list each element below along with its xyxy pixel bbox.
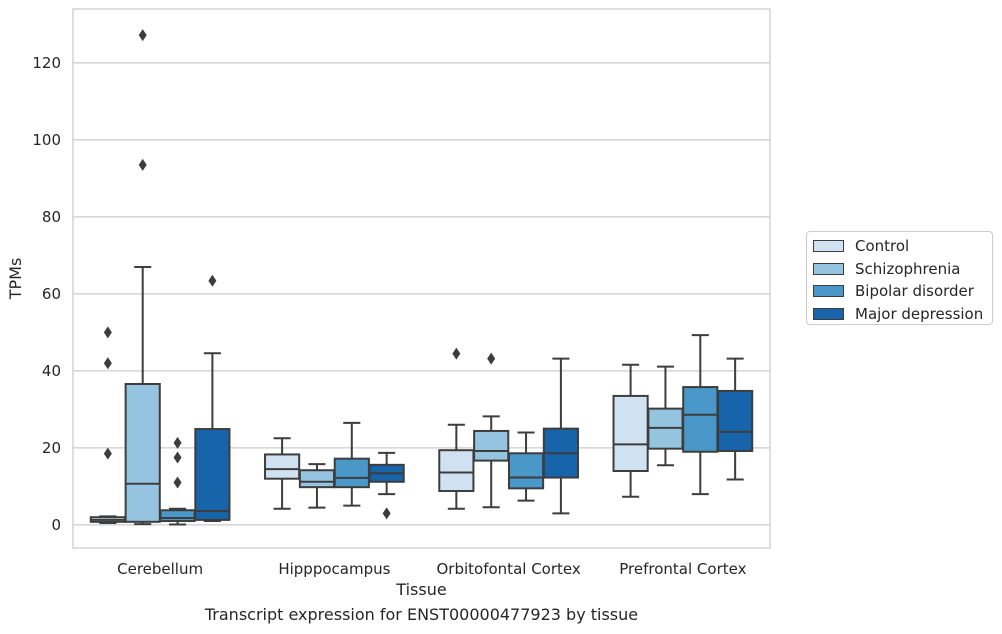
outlier-marker [103, 326, 112, 339]
legend-label: Bipolar disorder [855, 282, 974, 300]
iqr-box [124, 382, 161, 523]
box-major-depression [368, 451, 405, 520]
outlier-marker [138, 158, 147, 171]
box-bipolar-disorder [682, 334, 719, 496]
outlier-marker [487, 352, 496, 365]
iqr-box [507, 452, 545, 490]
outlier-marker [103, 357, 112, 370]
outlier-marker [138, 29, 147, 42]
legend-item: Control [813, 235, 909, 257]
iqr-box [159, 509, 196, 523]
iqr-box [298, 469, 336, 489]
x-tick-labels: Cerebellum Hipppocampus Orbitofontal Corte… [117, 560, 746, 578]
y-tick-label: 20 [42, 439, 61, 457]
iqr-box [682, 386, 719, 453]
box-bipolar-disorder [507, 431, 545, 502]
y-tick-labels: 0 20 40 60 80 100 120 [32, 54, 61, 534]
legend-item: Major depression [813, 303, 983, 325]
legend-label: Control [855, 237, 910, 255]
box-major-depression [542, 357, 579, 515]
box-control [89, 326, 126, 524]
y-tick-label: 60 [42, 285, 61, 303]
iqr-box [473, 429, 510, 462]
box-schizophrenia [124, 29, 161, 526]
legend-swatch [813, 262, 844, 275]
legend-item: Schizophrenia [813, 258, 960, 280]
iqr-box [194, 428, 231, 521]
box-control [612, 363, 649, 498]
iqr-box [612, 394, 649, 472]
box-major-depression [194, 274, 231, 523]
legend-swatch [813, 307, 844, 320]
x-axis-title: Tissue [395, 580, 446, 599]
box-control [438, 347, 475, 510]
box-bipolar-disorder [333, 421, 370, 507]
outlier-marker [382, 507, 391, 520]
x-tick-label: Cerebellum [117, 560, 203, 578]
chart-caption: Transcript expression for ENST0000047792… [204, 605, 639, 624]
box-schizophrenia [473, 352, 510, 509]
outlier-marker [173, 436, 182, 449]
box-control [264, 437, 301, 510]
outlier-marker [452, 347, 461, 360]
outlier-marker [173, 476, 182, 489]
box-schizophrenia [647, 365, 684, 467]
y-tick-label: 0 [51, 516, 61, 534]
y-tick-label: 100 [32, 131, 61, 149]
legend-label: Schizophrenia [855, 259, 961, 278]
grid-lines [73, 62, 770, 526]
x-tick-label: Orbitofontal Cortex [437, 560, 581, 578]
legend: Control Schizophrenia Bipolar disorder Majo… [806, 231, 993, 325]
plot-area-frame [72, 8, 771, 549]
box-schizophrenia [298, 463, 336, 509]
legend-swatch [813, 285, 844, 297]
y-tick-label: 120 [32, 54, 61, 72]
outlier-marker [103, 447, 112, 460]
outlier-marker [208, 274, 217, 287]
x-tick-label: Hipppocampus [278, 560, 390, 578]
legend-swatch [813, 240, 844, 252]
legend-label: Major depression [855, 304, 984, 323]
iqr-box [264, 453, 301, 480]
box-major-depression [717, 357, 754, 481]
iqr-box [333, 457, 370, 489]
box-layer [89, 29, 754, 526]
x-tick-label: Prefrontal Cortex [619, 560, 746, 578]
y-tick-label: 80 [42, 208, 61, 226]
y-tick-label: 40 [42, 362, 61, 380]
outlier-marker [173, 451, 182, 464]
box-bipolar-disorder [159, 436, 196, 526]
y-axis-title: TPMs [6, 258, 25, 301]
legend-item: Bipolar disorder [813, 280, 974, 302]
iqr-box [717, 389, 754, 452]
iqr-box [438, 449, 475, 493]
